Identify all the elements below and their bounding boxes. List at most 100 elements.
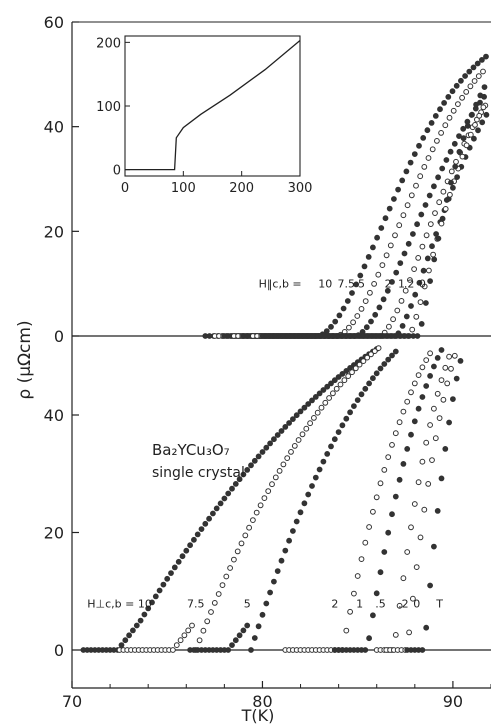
data-point-lower-7.5 [181,632,188,639]
upper-y-tick-label: 40 [44,118,64,137]
upper-series-label: 1 [398,278,405,291]
data-point-lower-1 [373,590,380,597]
data-point-upper-7.5 [404,202,411,209]
data-point-upper-.2 [426,267,432,274]
data-point-upper-2 [423,232,430,239]
data-point-lower-10 [290,416,296,423]
data-point-upper-.2 [417,299,424,306]
data-point-lower-1 [389,511,395,518]
data-point-lower-7.5 [299,431,306,438]
data-point-lower-10 [240,471,247,478]
data-point-lower-2 [411,380,418,387]
data-point-lower-7.5 [227,565,234,571]
data-point-upper-1 [483,111,490,118]
data-point-upper-10 [357,272,364,279]
upper-series-label: .2 [404,278,415,291]
data-point-lower-2 [354,573,361,579]
data-point-lower-5 [351,403,357,410]
data-point-upper-2 [394,307,401,314]
data-point-upper-7.5 [475,73,482,79]
data-point-lower-7.5 [291,443,298,449]
data-point-lower-7.5 [246,524,253,531]
data-point-lower-5 [312,474,319,481]
data-point-lower-5 [248,647,254,653]
data-point-upper-0 [473,101,480,108]
data-point-upper-.2 [476,112,483,119]
data-point-upper-1 [475,127,481,134]
data-point-upper-5 [443,157,450,163]
data-point-upper-7.5 [383,252,390,259]
data-point-upper-5 [451,140,458,147]
x-tick-label: 70 [62,692,82,711]
data-point-upper-10 [323,328,330,335]
data-point-upper-2 [407,277,413,283]
data-point-lower-5 [255,623,262,630]
data-point-upper-2 [432,210,438,217]
data-point-upper-10 [453,82,460,89]
data-point-lower-0 [438,475,445,482]
data-point-lower-.2 [425,481,432,487]
data-point-lower-10 [130,627,136,634]
data-point-lower-7.5 [211,600,218,606]
data-point-lower-5 [251,635,258,641]
data-point-lower-0 [457,358,464,364]
data-point-upper-10 [344,298,351,304]
data-point-lower-1 [370,612,376,619]
data-point-upper-1 [403,313,410,320]
data-point-upper-7.5 [442,122,449,129]
data-point-upper-2 [440,188,447,195]
data-point-upper-2 [415,255,422,261]
data-point-lower-5 [301,500,308,507]
y-axis-label: ρ (μΩcm) [15,320,35,399]
data-point-lower-2 [358,556,365,562]
inset-x-tick-label: 0 [121,181,129,196]
data-point-lower-5 [385,356,392,363]
data-point-lower-7.5 [276,468,283,474]
data-point-lower-1 [362,647,369,653]
data-point-lower-2 [343,627,350,634]
data-point-lower-1 [392,493,399,500]
data-point-upper-.2 [459,153,466,160]
data-point-upper-10 [361,263,368,270]
data-point-upper-2 [390,316,397,323]
data-point-lower-.2 [432,435,439,442]
data-point-lower-10 [118,642,125,648]
data-point-upper-2 [411,266,418,273]
data-point-lower-10 [202,520,209,527]
data-point-lower-5 [324,451,331,457]
data-point-upper-10 [353,281,360,288]
data-point-lower-.5 [434,390,441,397]
data-point-upper-10 [479,57,485,63]
data-point-upper-0 [452,163,459,170]
data-point-lower-10 [312,394,319,400]
data-point-lower-7.5 [242,532,249,539]
data-point-lower-7.5 [189,622,195,629]
data-point-lower-5 [358,391,365,398]
data-point-lower-10 [156,587,163,594]
data-point-lower-7.5 [265,488,272,495]
data-point-lower-.2 [413,564,420,570]
data-point-lower-5 [271,578,277,585]
data-point-lower-10 [141,611,148,618]
data-point-upper-7.5 [358,306,365,312]
lower-series-label: .5 [375,597,386,610]
data-point-lower-7.5 [349,369,355,376]
data-point-lower-10 [175,558,182,565]
data-point-lower-10 [331,377,338,384]
data-point-lower-1 [427,373,434,379]
data-point-lower-5 [335,429,342,436]
x-tick-label: 80 [252,692,272,711]
data-point-upper-2 [427,221,434,228]
data-point-lower-.5 [431,405,437,412]
data-point-lower-10 [217,500,224,507]
lower-panel: 20 40 0 70 80 90 H⊥c,b = 10 7.5 5 2 1 .5 .2 0 T [44,336,491,711]
data-point-lower-10 [149,599,155,606]
data-point-upper-5 [397,260,404,267]
data-point-upper-10 [407,159,414,166]
data-point-upper-10 [483,53,489,60]
data-point-upper-1 [399,323,406,329]
data-point-upper-10 [399,177,406,184]
data-point-lower-.5 [442,364,449,371]
data-point-lower-5 [362,385,369,392]
